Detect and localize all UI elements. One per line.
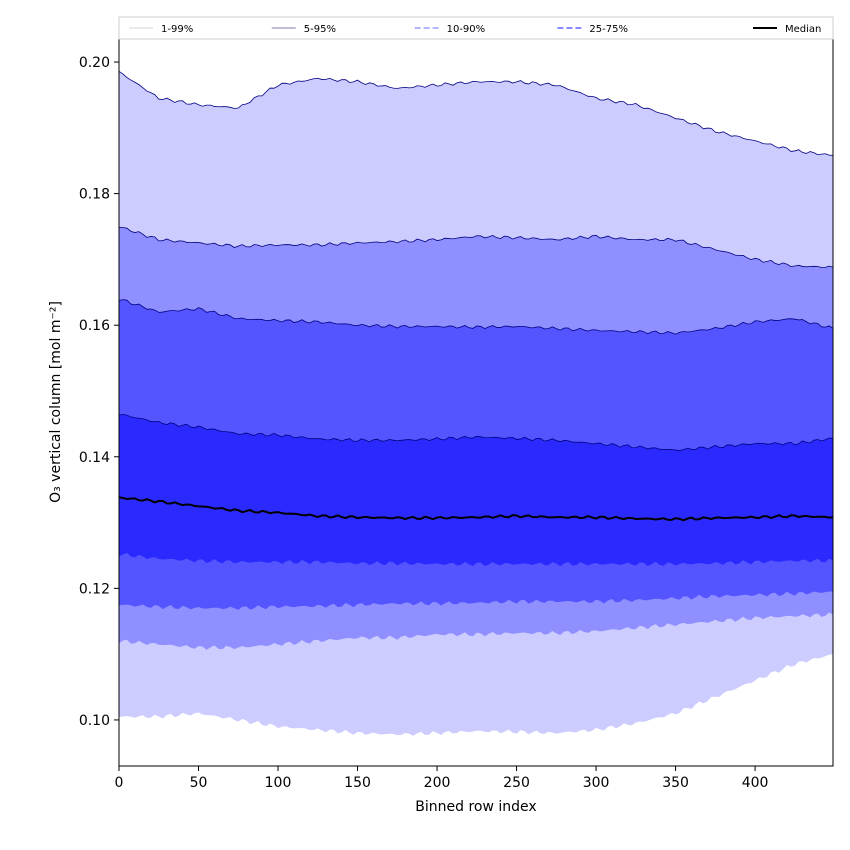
y-tick-label: 0.20 <box>79 55 110 71</box>
y-tick-label: 0.12 <box>79 581 110 597</box>
x-tick-label: 400 <box>742 775 769 791</box>
median-line <box>119 496 833 522</box>
band-upper-edge-5-95% <box>119 226 833 268</box>
legend-label-1-99%: 1-99% <box>161 24 193 35</box>
y-tick-label: 0.10 <box>79 713 110 729</box>
x-axis-label: Binned row index <box>415 799 536 815</box>
x-tick-label: 200 <box>424 775 451 791</box>
legend-label-Median: Median <box>785 24 821 35</box>
band-upper-edge-10-90% <box>119 299 833 335</box>
y-axis: 0.10 0.12 0.14 0.16 0.18 0.20 <box>79 55 119 729</box>
x-tick-label: 250 <box>503 775 530 791</box>
median-layer <box>119 496 833 522</box>
bands-layer <box>119 70 833 736</box>
legend-label-5-95%: 5-95% <box>304 24 336 35</box>
legend-label-10-90%: 10-90% <box>447 24 486 35</box>
x-tick-label: 100 <box>265 775 292 791</box>
y-tick-label: 0.16 <box>79 318 110 334</box>
legend-label-25-75%: 25-75% <box>589 24 628 35</box>
legend: 1-99% 5-95% 10-90% 25-75% Median <box>118 16 834 40</box>
band-upper-edge-25-75% <box>119 414 833 451</box>
y-tick-label: 0.14 <box>79 450 110 466</box>
y-tick-label: 0.18 <box>79 187 110 203</box>
x-tick-label: 300 <box>583 775 610 791</box>
x-tick-label: 350 <box>662 775 689 791</box>
band-25-75% <box>119 414 833 567</box>
x-tick-label: 150 <box>344 775 371 791</box>
x-axis: 0 50 100 150 200 250 300 350 400 <box>115 766 769 791</box>
x-tick-label: 50 <box>190 775 208 791</box>
legend-box <box>118 16 834 40</box>
x-tick-label: 0 <box>115 775 124 791</box>
y-axis-label: O₃ vertical column [mol m⁻²] <box>48 301 64 503</box>
band-upper-edge-1-99% <box>119 70 833 156</box>
